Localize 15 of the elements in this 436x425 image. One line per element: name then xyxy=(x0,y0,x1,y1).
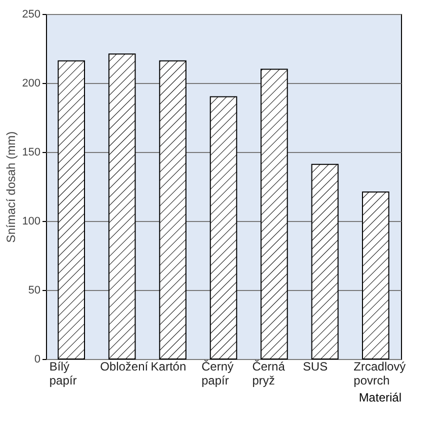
x-tick-label: Kartón xyxy=(150,360,186,374)
y-tick-label: 100 xyxy=(22,216,40,228)
x-axis-title: Materiál xyxy=(358,390,402,404)
x-tick-label: Zrcadlový povrch xyxy=(354,360,406,388)
y-tick-label: 0 xyxy=(34,354,40,366)
y-axis-title: Snímací dosah (mm) xyxy=(4,131,18,243)
y-tick-label: 50 xyxy=(28,284,40,296)
y-tick-label: 250 xyxy=(22,8,40,20)
y-tick-label: 200 xyxy=(22,78,40,90)
y-tick-label: 150 xyxy=(22,146,40,158)
x-tick-label: Černá pryž xyxy=(252,360,286,388)
x-tick-label: Bílý papír xyxy=(49,360,77,388)
x-tick-label: SUS xyxy=(302,360,328,374)
x-tick-label: Obložení xyxy=(100,360,149,374)
x-tick-label: Černý papír xyxy=(202,360,234,388)
